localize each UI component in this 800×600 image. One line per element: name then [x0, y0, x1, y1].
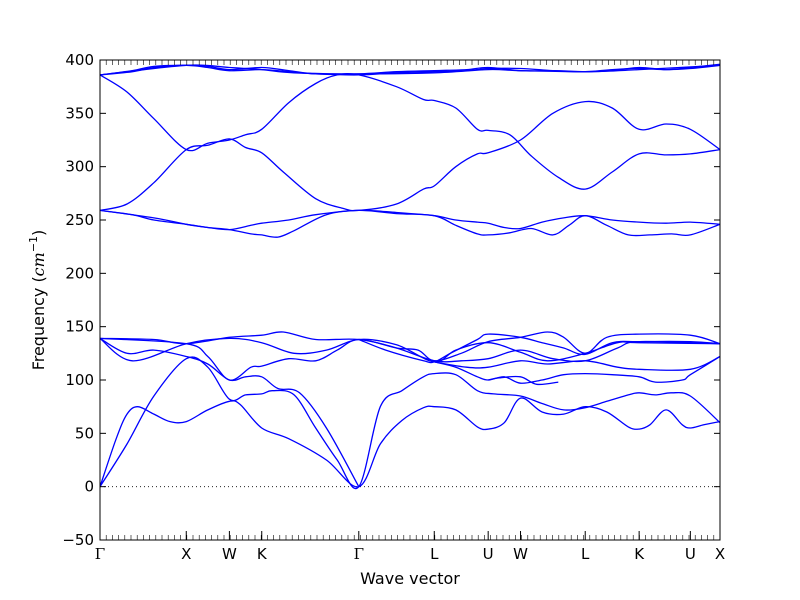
y-axis-label: Frequency (cm−1): [27, 230, 48, 371]
phonon-branch-13: [100, 100, 720, 212]
phonon-bands: [100, 63, 720, 490]
y-axis-label-unit: cm: [29, 252, 48, 276]
y-tick-label: 400: [65, 51, 94, 69]
phonon-branch-16: [100, 64, 720, 76]
y-tick-label: 150: [65, 318, 94, 336]
x-axis-label: Wave vector: [360, 569, 460, 588]
x-tick-label: K: [257, 545, 268, 563]
phonon-branch-9: [434, 355, 720, 372]
x-tick-label: U: [483, 545, 494, 563]
x-tick-label: Γ: [354, 545, 364, 563]
x-tick-label: W: [513, 545, 528, 563]
phonon-branch-3: [100, 337, 360, 488]
y-tick-label: 250: [65, 211, 94, 229]
tick-labels: −50 0 50 100 150 200 250 300 350 400 Γ X W K Γ L U W L K U X: [62, 51, 725, 563]
phonon-branch-6: [100, 331, 720, 381]
x-tick-label: K: [634, 545, 645, 563]
y-axis-label-exponent: −1: [27, 236, 40, 252]
x-tick-label: X: [715, 545, 725, 563]
phonon-branch-8: [434, 355, 720, 384]
x-tick-label: L: [581, 545, 590, 563]
phonon-branch-12: [100, 209, 720, 238]
x-tick-label: X: [181, 545, 191, 563]
x-tick-label: W: [222, 545, 237, 563]
phonon-branch-5: [100, 331, 720, 363]
phonon-branch-17: [100, 64, 720, 76]
y-axis-label-main: Frequency (: [29, 276, 48, 370]
y-tick-label: 0: [84, 478, 94, 496]
x-tick-label: U: [685, 545, 696, 563]
phonon-branch-7: [358, 333, 720, 364]
y-tick-label: 200: [65, 264, 94, 282]
y-tick-label: 100: [65, 371, 94, 389]
phonon-branch-2: [100, 356, 720, 490]
phonon-branch-1: [100, 397, 720, 488]
y-axis-label-close: ): [29, 230, 48, 236]
y-tick-label: 300: [65, 158, 94, 176]
y-tick-label: −50: [62, 531, 94, 549]
phonon-branch-14: [100, 73, 720, 190]
y-tick-label: 350: [65, 104, 94, 122]
plot-frame: [99, 59, 721, 541]
y-tick-label: 50: [75, 424, 94, 442]
x-tick-label: L: [430, 545, 439, 563]
x-tick-label: Γ: [95, 545, 105, 563]
phonon-branch-10: [488, 375, 559, 386]
